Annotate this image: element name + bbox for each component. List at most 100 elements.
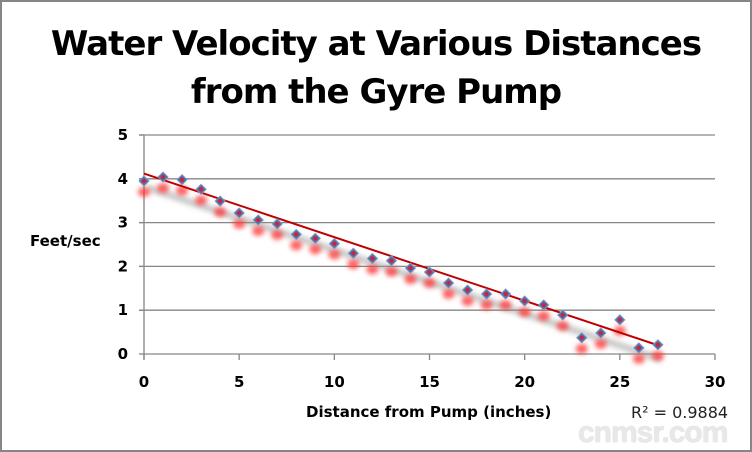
point-shadow (442, 289, 455, 300)
x-tick-label-20: 20 (514, 373, 535, 391)
data-point (537, 299, 550, 311)
point-shadow (271, 229, 284, 240)
data-point-center (560, 313, 565, 318)
data-point-center (484, 291, 489, 296)
data-point (499, 288, 512, 300)
data-point-center (522, 299, 527, 304)
data-point (614, 314, 626, 326)
data-point (233, 207, 245, 219)
data-point (385, 254, 398, 267)
data-point-center (180, 177, 185, 182)
data-point (576, 332, 588, 344)
data-point-center (427, 270, 432, 275)
y-tick-label-5: 5 (118, 126, 128, 144)
data-point (480, 288, 493, 300)
point-shadow (233, 218, 246, 229)
point-shadow (651, 350, 664, 361)
data-point-center (237, 210, 242, 215)
point-shadow (480, 299, 493, 310)
data-point-center (275, 221, 280, 226)
data-point (347, 247, 360, 259)
data-point-center (655, 342, 660, 347)
data-point (138, 175, 150, 187)
data-point (328, 237, 341, 250)
data-point (423, 266, 436, 278)
point-shadow (138, 186, 150, 197)
y-tick-label-1: 1 (118, 301, 128, 319)
point-shadow (461, 296, 474, 307)
point-shadow (366, 264, 379, 275)
point-shadow (328, 249, 341, 260)
data-point (271, 218, 283, 230)
trendline (143, 172, 659, 347)
point-shadow (518, 307, 531, 318)
chart-title-line-1: Water Velocity at Various Distances (50, 24, 702, 64)
point-shadow (556, 321, 569, 332)
point-shadow (290, 240, 303, 251)
data-point (214, 195, 226, 207)
y-tick-label-4: 4 (118, 170, 128, 188)
trendline-shadow (146, 185, 662, 362)
data-point (366, 252, 379, 265)
y-axis-label: Feet/sec (30, 232, 101, 250)
data-point-center (313, 236, 318, 241)
data-point-center (408, 266, 413, 271)
point-shadow (252, 225, 265, 236)
data-point (157, 171, 169, 183)
point-shadow (423, 278, 436, 289)
r-squared-label: R² = 0.9884 (631, 403, 729, 422)
data-point-center (351, 251, 356, 256)
x-axis-label: Distance from Pump (inches) (306, 403, 552, 421)
x-tick-label-15: 15 (419, 373, 440, 391)
point-shadow (214, 207, 227, 218)
data-point (595, 327, 607, 339)
data-point-center (636, 345, 641, 350)
data-point (195, 183, 207, 196)
point-shadow (347, 259, 360, 270)
data-point-center (598, 330, 603, 335)
point-shadow (309, 244, 322, 255)
data-point-center (332, 241, 337, 246)
point-shadow (499, 299, 512, 310)
watermark: cnmsr.com (578, 416, 728, 449)
x-tick-label-30: 30 (705, 373, 726, 391)
x-tick-label-25: 25 (609, 373, 630, 391)
chart-title-line-2: from the Gyre Pump (190, 72, 562, 112)
x-tick-label-0: 0 (139, 373, 149, 391)
data-point-center (465, 288, 470, 293)
data-point (290, 228, 302, 241)
data-point (518, 295, 531, 307)
point-shadow (385, 266, 398, 277)
data-point-center (142, 178, 146, 183)
data-point-center (389, 258, 394, 263)
data-point (557, 309, 569, 321)
data-point (176, 173, 188, 186)
x-tick-label-10: 10 (324, 373, 345, 391)
x-tick-label-5: 5 (234, 373, 244, 391)
point-shadow (404, 274, 417, 285)
data-point-center (617, 317, 622, 322)
data-point-center (161, 175, 166, 180)
data-point-center (446, 281, 451, 286)
data-point (309, 232, 322, 245)
data-point (252, 214, 264, 226)
point-shadow (195, 195, 208, 206)
point-shadow (575, 343, 588, 354)
data-point-center (256, 217, 261, 222)
data-point-center (579, 335, 584, 340)
data-point-center (199, 187, 204, 192)
data-point (461, 284, 474, 296)
y-tick-label-3: 3 (118, 214, 128, 232)
point-shadow (594, 338, 607, 349)
data-point (652, 339, 664, 351)
point-shadow (537, 310, 550, 321)
data-point-center (541, 302, 546, 307)
data-point-center (503, 291, 508, 296)
point-shadow (157, 183, 170, 194)
data-point (404, 262, 417, 274)
data-point (442, 277, 455, 289)
data-point-center (218, 199, 223, 204)
data-point-center (294, 232, 299, 237)
